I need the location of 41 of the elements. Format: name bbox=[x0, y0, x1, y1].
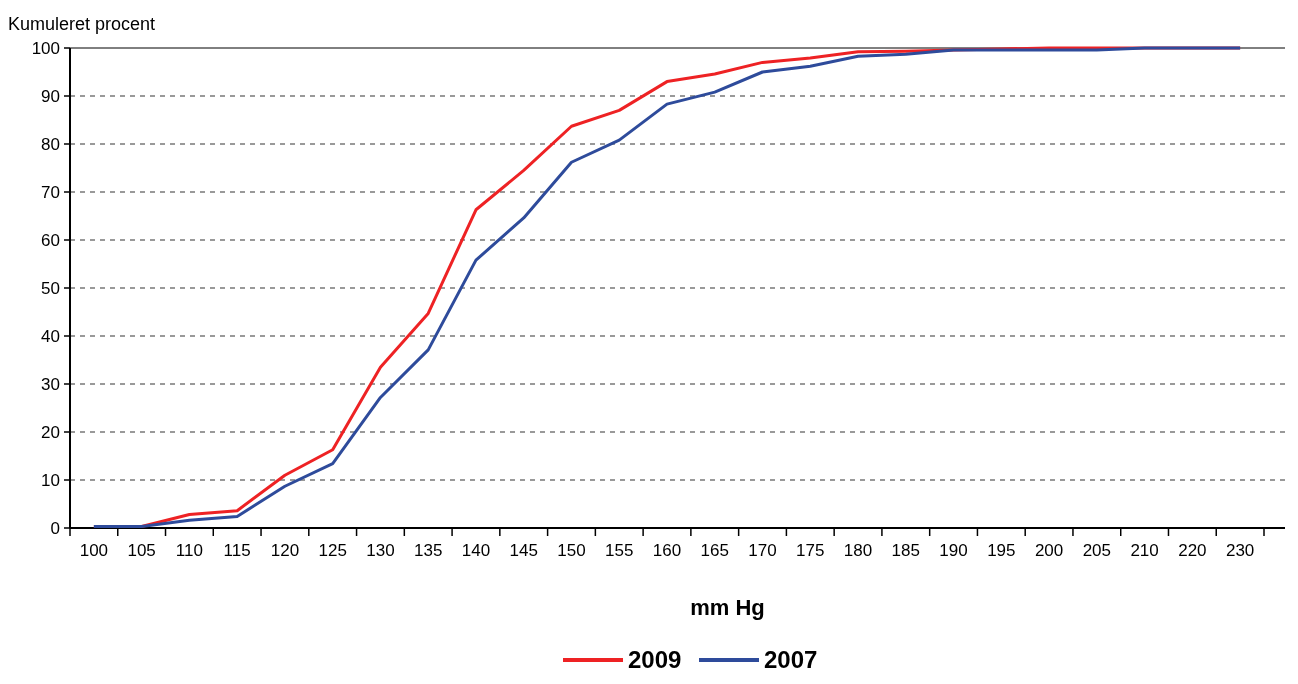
x-tick-label: 190 bbox=[939, 541, 968, 560]
y-tick-label: 70 bbox=[41, 182, 60, 202]
y-tick-label: 20 bbox=[41, 422, 60, 442]
x-tick-label: 130 bbox=[366, 541, 395, 560]
x-tick-label: 160 bbox=[652, 541, 682, 560]
y-tick-label: 60 bbox=[41, 230, 60, 250]
x-tick-label: 220 bbox=[1178, 541, 1207, 560]
x-tick-label: 145 bbox=[509, 541, 538, 560]
x-tick-label: 175 bbox=[796, 541, 825, 560]
y-tick-label: 50 bbox=[41, 278, 60, 298]
x-tick-label: 105 bbox=[127, 541, 156, 560]
y-tick-label: 80 bbox=[41, 134, 60, 154]
x-tick-label: 170 bbox=[748, 541, 777, 560]
x-axis-title: mm Hg bbox=[690, 595, 765, 620]
x-tick-label: 135 bbox=[414, 541, 443, 560]
x-tick-label: 200 bbox=[1034, 541, 1064, 560]
y-tick-label: 10 bbox=[41, 470, 60, 490]
legend-label: 2007 bbox=[764, 646, 818, 673]
x-tick-label: 230 bbox=[1225, 541, 1255, 560]
x-tick-label: 155 bbox=[605, 541, 634, 560]
x-tick-label: 125 bbox=[318, 541, 347, 560]
y-tick-label: 100 bbox=[31, 38, 60, 58]
x-tick-label: 110 bbox=[175, 541, 203, 560]
legend-label: 2009 bbox=[628, 646, 682, 673]
y-tick-label: 40 bbox=[41, 326, 60, 346]
x-tick-label: 150 bbox=[557, 541, 586, 560]
y-tick-label: 30 bbox=[41, 374, 60, 394]
x-tick-label: 100 bbox=[79, 541, 109, 560]
x-tick-label: 210 bbox=[1130, 541, 1159, 560]
x-tick-label: 205 bbox=[1082, 541, 1112, 560]
x-tick-label: 115 bbox=[223, 541, 251, 560]
y-axis-title: Kumuleret procent bbox=[8, 14, 156, 34]
y-tick-label: 90 bbox=[41, 86, 60, 106]
line-series bbox=[92, 46, 1242, 529]
x-tick-label: 120 bbox=[270, 541, 300, 560]
x-tick-label: 185 bbox=[891, 541, 920, 560]
x-tick-label: 195 bbox=[987, 541, 1016, 560]
y-tick-label: 0 bbox=[50, 518, 60, 538]
x-tick-label: 180 bbox=[843, 541, 873, 560]
x-tick-label: 165 bbox=[700, 541, 729, 560]
x-tick-label: 140 bbox=[461, 541, 491, 560]
